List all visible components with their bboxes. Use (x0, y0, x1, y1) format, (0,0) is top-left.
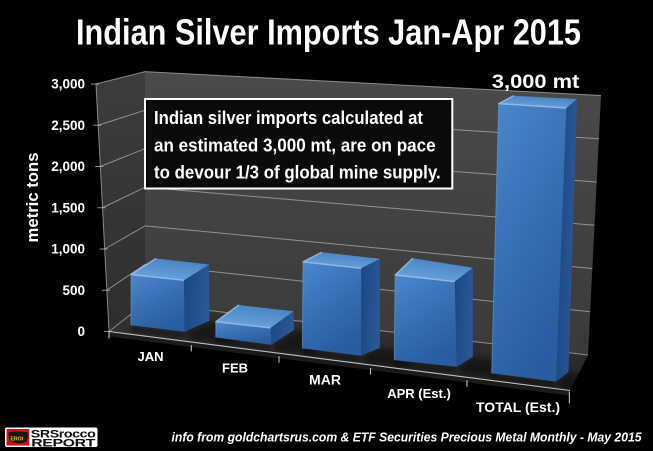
svg-text:500: 500 (62, 283, 85, 298)
svg-text:APR (Est.): APR (Est.) (387, 386, 451, 401)
svg-text:0: 0 (77, 324, 85, 339)
svg-text:3,000: 3,000 (51, 77, 85, 92)
svg-text:MAR: MAR (309, 372, 341, 388)
svg-text:SRSrocco: SRSrocco (31, 428, 96, 440)
svg-text:EROI: EROI (10, 436, 23, 442)
svg-text:REPORT: REPORT (31, 436, 96, 449)
svg-text:TOTAL (Est.): TOTAL (Est.) (476, 399, 560, 415)
svg-text:Indian Silver Imports Jan-Apr: Indian Silver Imports Jan-Apr 2015 (76, 12, 581, 53)
svg-text:info from goldchartsrus.com &: info from goldchartsrus.com & ETF Securi… (172, 430, 643, 445)
svg-text:1,000: 1,000 (51, 242, 85, 257)
svg-text:2,500: 2,500 (51, 118, 85, 133)
svg-text:to devour 1/3 of global mine s: to devour 1/3 of global mine supply. (154, 161, 441, 182)
svg-text:2,000: 2,000 (51, 159, 85, 174)
svg-text:metric tons: metric tons (23, 153, 42, 243)
svg-text:an estimated 3,000 mt, are on: an estimated 3,000 mt, are on pace (154, 134, 436, 155)
svg-text:JAN: JAN (137, 349, 163, 364)
svg-text:3,000 mt: 3,000 mt (492, 71, 580, 93)
svg-text:FEB: FEB (222, 361, 248, 376)
svg-text:1,500: 1,500 (51, 200, 85, 215)
svg-text:Indian silver imports calculat: Indian silver imports calculated at (154, 107, 423, 128)
